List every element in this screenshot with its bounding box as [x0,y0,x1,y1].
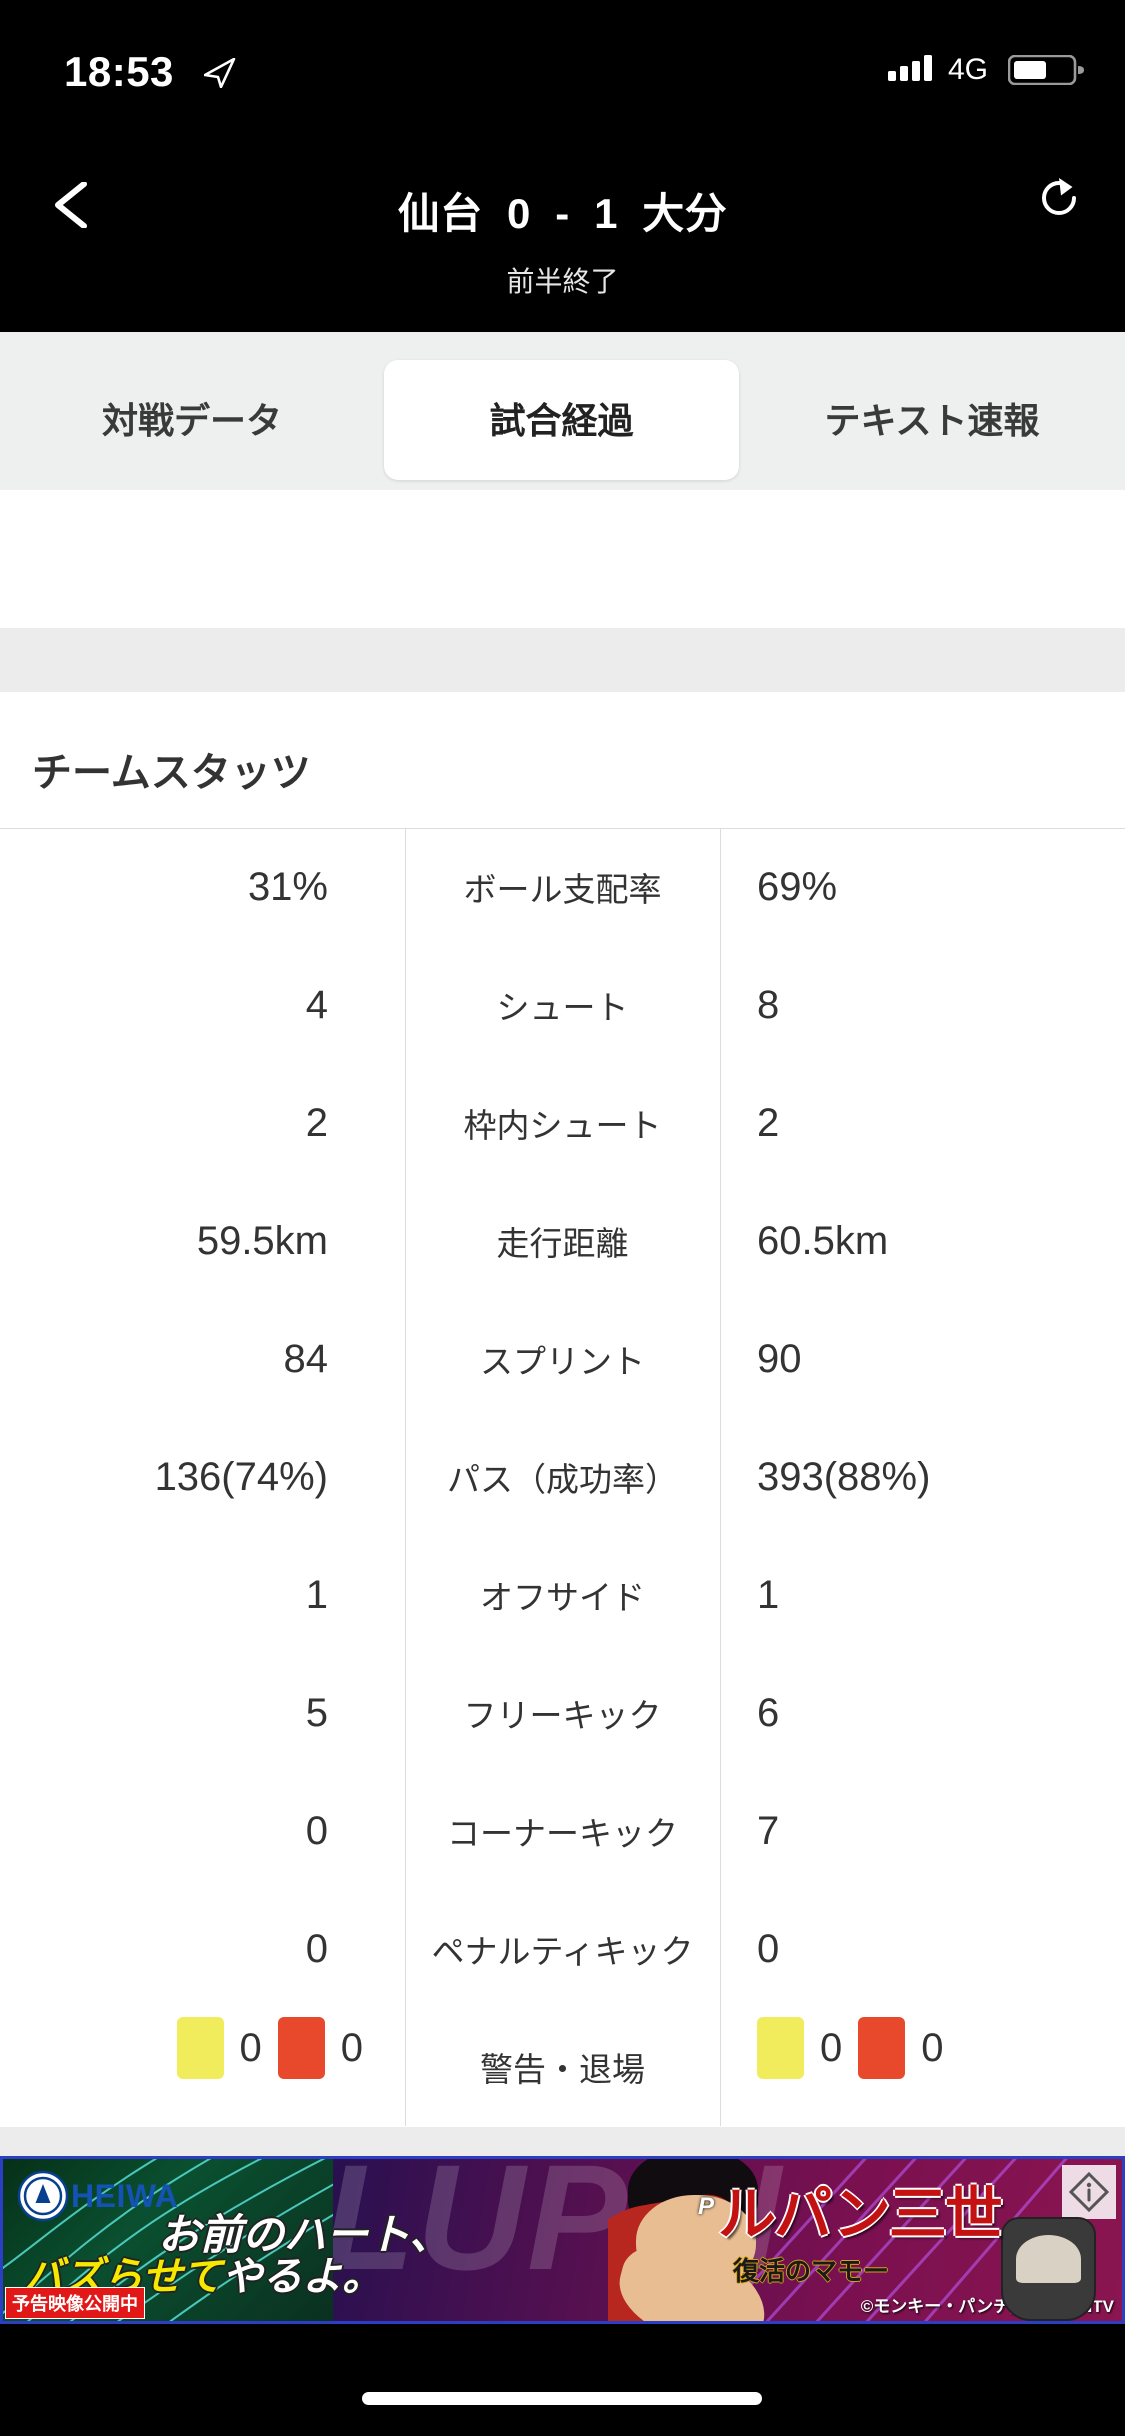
svg-text:HEIWA: HEIWA [71,2178,178,2214]
